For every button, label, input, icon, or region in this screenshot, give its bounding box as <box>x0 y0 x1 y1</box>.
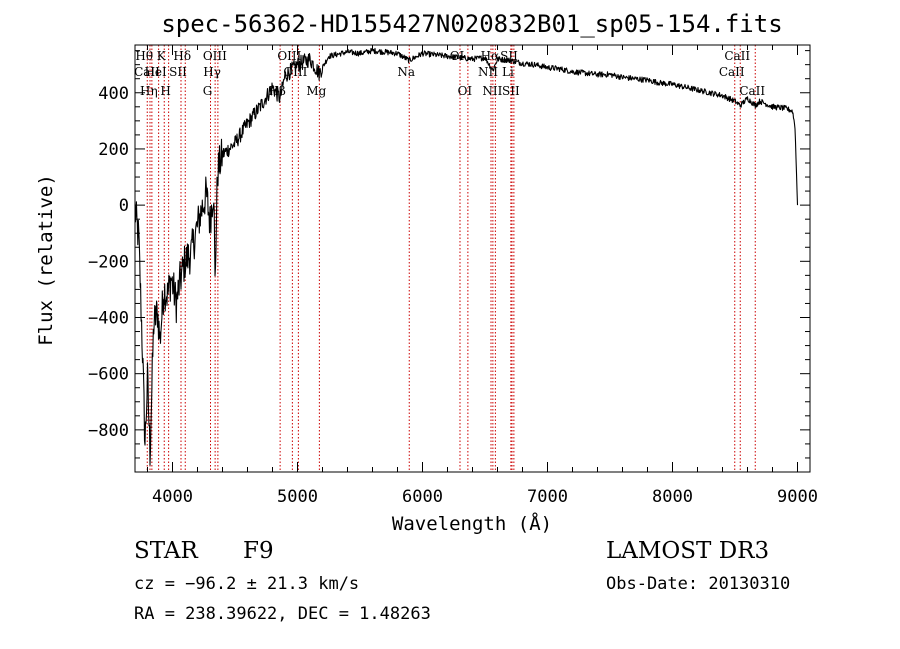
x-tick-label: 9000 <box>777 487 818 507</box>
y-tick-label: −800 <box>88 421 129 441</box>
y-tick-label: −600 <box>88 365 129 385</box>
line-label: HeI <box>144 65 167 79</box>
line-label: G <box>203 84 213 98</box>
obs-date: Obs-Date: 20130310 <box>606 574 791 594</box>
plot-frame <box>134 44 811 473</box>
line-label: OIII <box>283 65 307 79</box>
line-label: SII <box>500 49 518 63</box>
x-tick-label: 7000 <box>527 487 568 507</box>
line-label: Hβ <box>268 84 285 98</box>
line-labels: Hθ CaII Hη HeI K H SII Hδ G Hγ OIII Hβ OIII OIII Mg Na O… <box>134 49 765 98</box>
line-label: K <box>157 49 167 63</box>
x-axis-label: Wavelength (Å) <box>392 512 552 535</box>
line-markers <box>146 45 756 472</box>
line-label: CaII <box>719 65 745 79</box>
line-label: H <box>160 84 170 98</box>
y-tick-label: 200 <box>98 140 129 160</box>
chart-title: spec-56362-HD155427N020832B01_sp05-154.f… <box>161 10 782 38</box>
x-tick-label: 6000 <box>402 487 443 507</box>
x-tick-label: 4000 <box>152 487 193 507</box>
line-label: Li <box>502 65 514 79</box>
object-subclass: F9 <box>243 538 274 564</box>
redshift-text: cz = −96.2 ± 21.3 km/s <box>134 574 360 594</box>
line-label: SII <box>502 84 520 98</box>
line-label: CaII <box>134 65 160 79</box>
object-class: STAR <box>134 538 198 564</box>
y-tick-label: −400 <box>88 308 129 328</box>
survey-name: LAMOST DR3 <box>606 538 770 564</box>
plot-axes: 4000 5000 6000 7000 8000 9000−800−600−400−200… <box>88 44 818 507</box>
line-label: Hθ <box>135 49 153 63</box>
y-tick-label: −200 <box>88 252 129 272</box>
line-label: SII <box>169 65 187 79</box>
line-label: NII <box>482 84 502 98</box>
line-label: OIII <box>203 49 227 63</box>
line-label: Mg <box>306 84 326 98</box>
line-label: CaII <box>724 49 750 63</box>
line-label: OI <box>450 49 465 63</box>
spectrum-line <box>134 47 799 466</box>
line-label: Na <box>397 65 415 79</box>
line-label: NII <box>478 65 498 79</box>
line-label: OIII <box>277 49 301 63</box>
line-label: Hγ <box>203 65 221 79</box>
x-tick-label: 8000 <box>652 487 693 507</box>
line-label: Hδ <box>173 49 191 63</box>
line-label: OI <box>458 84 473 98</box>
y-axis-label: Flux (relative) <box>35 174 57 346</box>
line-label: CaII <box>739 84 765 98</box>
y-tick-label: 400 <box>98 84 129 104</box>
line-label: Hα <box>481 49 500 63</box>
spectrum-series <box>134 47 799 466</box>
coordinates: RA = 238.39622, DEC = 1.48263 <box>134 604 431 624</box>
line-label: Hη <box>140 84 158 98</box>
y-tick-label: 0 <box>119 196 129 216</box>
x-tick-label: 5000 <box>277 487 318 507</box>
